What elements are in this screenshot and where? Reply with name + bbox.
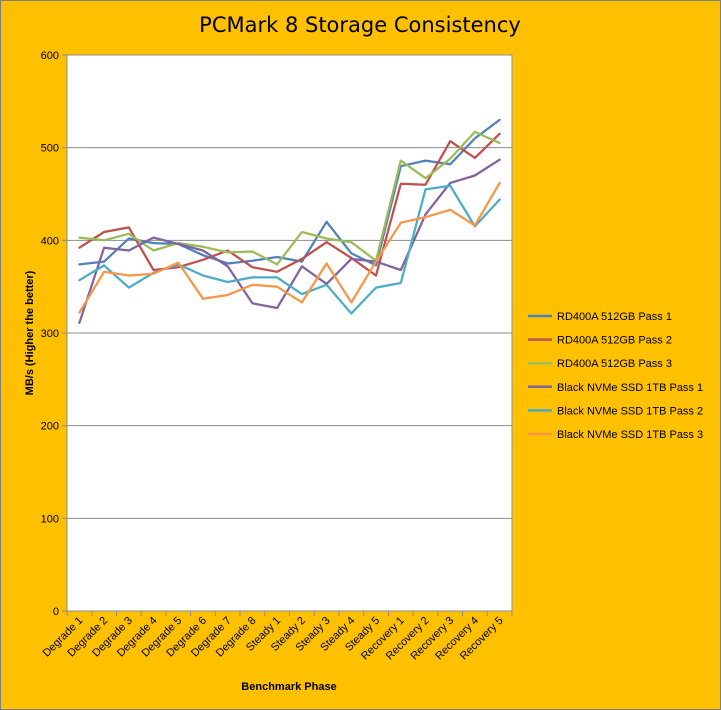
legend-label: RD400A 512GB Pass 3 <box>557 358 672 370</box>
legend-label: RD400A 512GB Pass 2 <box>557 335 672 347</box>
legend-label: RD400A 512GB Pass 1 <box>557 311 672 323</box>
y-tick-label: 0 <box>53 606 59 618</box>
x-axis-label: Benchmark Phase <box>241 681 336 693</box>
legend-label: Black NVMe SSD 1TB Pass 2 <box>557 405 703 417</box>
series-line-3 <box>78 130 501 266</box>
series-line-4 <box>78 158 501 324</box>
gridlines <box>67 54 512 519</box>
y-axis: 0 100 200 300 400 500 600 <box>41 50 67 618</box>
y-tick-label: 300 <box>41 328 59 340</box>
series-line-2 <box>78 132 501 277</box>
legend-label: Black NVMe SSD 1TB Pass 1 <box>557 382 703 394</box>
legend-item: RD400A 512GB Pass 1 <box>528 311 672 323</box>
chart-title: PCMark 8 Storage Consistency <box>199 13 521 37</box>
legend-label: Black NVMe SSD 1TB Pass 3 <box>557 429 703 441</box>
legend-item: Black NVMe SSD 1TB Pass 2 <box>528 405 703 417</box>
y-tick-label: 400 <box>41 235 59 247</box>
series-line-5 <box>78 184 501 315</box>
y-tick-label: 100 <box>41 513 59 525</box>
y-tick-label: 200 <box>41 421 59 433</box>
legend-item: RD400A 512GB Pass 2 <box>528 335 672 347</box>
y-tick-label: 500 <box>41 143 59 155</box>
legend-item: Black NVMe SSD 1TB Pass 3 <box>528 429 703 441</box>
legend-item: Black NVMe SSD 1TB Pass 1 <box>528 382 703 394</box>
legend: RD400A 512GB Pass 1 RD400A 512GB Pass 2 RD… <box>528 311 703 441</box>
y-axis-label: MB/s (Higher the better) <box>24 270 36 395</box>
series-line-6 <box>78 181 501 314</box>
series-line-1 <box>78 118 501 267</box>
legend-item: RD400A 512GB Pass 3 <box>528 358 672 370</box>
y-tick-label: 600 <box>41 50 59 62</box>
series-lines <box>78 118 501 324</box>
